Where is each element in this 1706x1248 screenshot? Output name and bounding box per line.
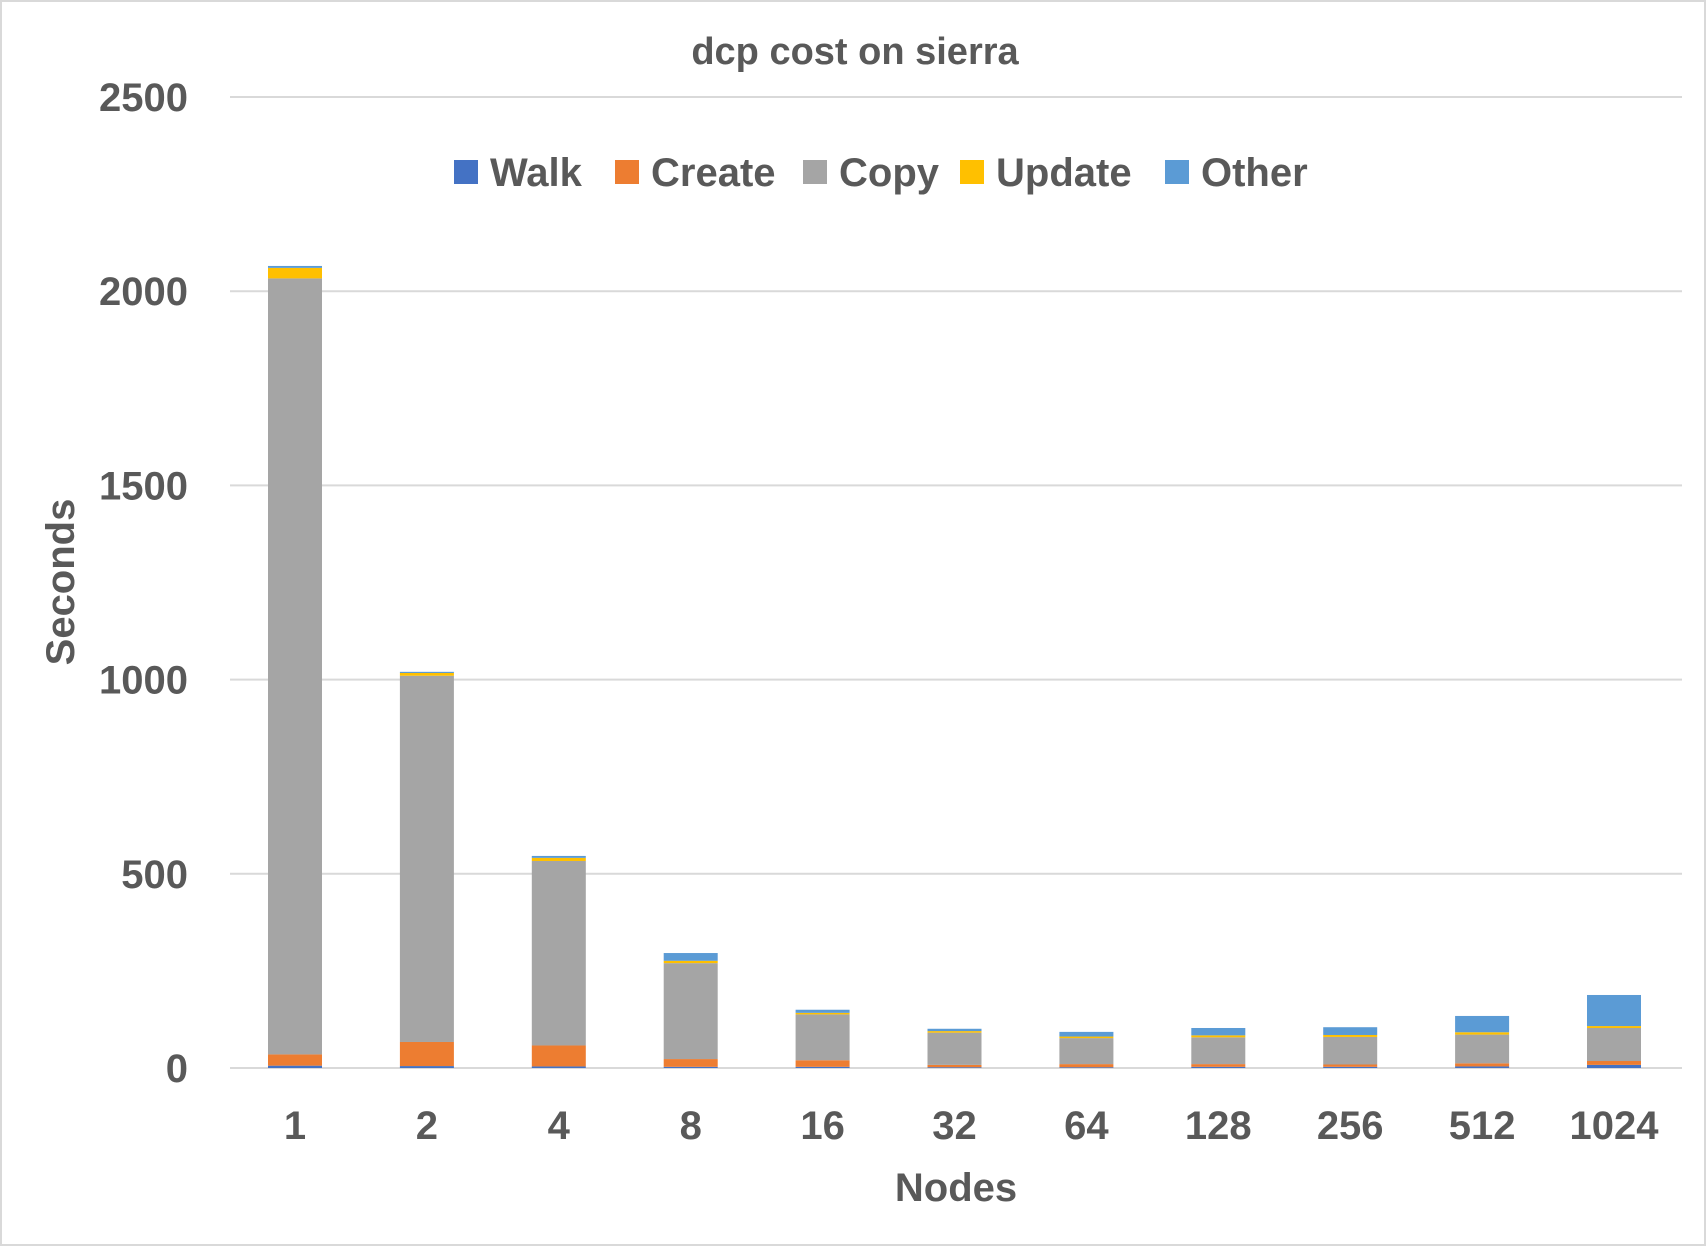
bar-walk-4 bbox=[531, 1066, 586, 1068]
bar-walk-128 bbox=[1191, 1066, 1246, 1068]
bar-update-32 bbox=[927, 1031, 982, 1033]
bar-other-2 bbox=[399, 671, 454, 673]
x-tick-label: 512 bbox=[1449, 1104, 1516, 1148]
bar-copy-128 bbox=[1191, 1037, 1246, 1065]
bar-update-4 bbox=[531, 857, 586, 861]
legend-label-walk: Walk bbox=[490, 151, 583, 195]
bar-other-64 bbox=[1059, 1031, 1114, 1037]
bar-copy-1024 bbox=[1587, 1027, 1641, 1062]
bar-walk-8 bbox=[663, 1066, 718, 1068]
bar-create-64 bbox=[1059, 1064, 1114, 1068]
bar-create-1024 bbox=[1587, 1061, 1641, 1065]
x-tick-label: 256 bbox=[1317, 1104, 1384, 1148]
x-tick-label: 32 bbox=[932, 1104, 977, 1148]
bar-other-32 bbox=[927, 1028, 982, 1032]
x-tick-label: 2 bbox=[416, 1104, 438, 1148]
legend-label-create: Create bbox=[651, 151, 776, 195]
bar-copy-512 bbox=[1455, 1034, 1510, 1064]
bar-copy-32 bbox=[927, 1032, 982, 1065]
bar-other-256 bbox=[1323, 1027, 1378, 1035]
y-tick-label: 0 bbox=[166, 1047, 188, 1091]
bar-update-256 bbox=[1323, 1034, 1378, 1037]
x-tick-label: 128 bbox=[1185, 1104, 1252, 1148]
bar-copy-64 bbox=[1059, 1038, 1114, 1065]
x-axis-ticks: 1 2 4 8 16 32 64 128 256 512 1024 bbox=[284, 1104, 1659, 1148]
y-tick-label: 1500 bbox=[99, 464, 188, 508]
bar-update-64 bbox=[1059, 1036, 1114, 1039]
bar-walk-256 bbox=[1323, 1066, 1378, 1068]
bar-other-16 bbox=[795, 1009, 850, 1013]
bar-create-32 bbox=[927, 1064, 982, 1068]
bar-copy-2 bbox=[399, 675, 454, 1042]
bar-update-16 bbox=[795, 1012, 850, 1015]
legend: Walk Create Copy Update Other bbox=[454, 151, 1308, 195]
legend-label-update: Update bbox=[996, 151, 1132, 195]
legend-swatch-other bbox=[1165, 160, 1189, 184]
bar-other-128 bbox=[1191, 1027, 1246, 1036]
bar-update-1024 bbox=[1587, 1026, 1641, 1028]
bar-copy-4 bbox=[531, 860, 586, 1046]
x-tick-label: 1 bbox=[284, 1104, 306, 1148]
x-tick-label: 8 bbox=[680, 1104, 702, 1148]
bar-update-128 bbox=[1191, 1035, 1246, 1038]
bar-copy-8 bbox=[663, 963, 718, 1060]
bar-update-2 bbox=[399, 672, 454, 676]
bar-create-4 bbox=[531, 1045, 586, 1067]
bar-other-1 bbox=[268, 265, 322, 268]
bar-copy-1 bbox=[268, 278, 322, 1055]
bar-create-256 bbox=[1323, 1064, 1378, 1067]
bar-walk-1024 bbox=[1587, 1064, 1641, 1068]
y-axis-label: Seconds bbox=[39, 499, 83, 666]
bar-other-4 bbox=[531, 855, 586, 858]
legend-swatch-walk bbox=[454, 160, 478, 184]
gridlines bbox=[230, 96, 1682, 1069]
bar-walk-2 bbox=[399, 1066, 454, 1068]
bars bbox=[268, 265, 1641, 1068]
bar-create-8 bbox=[663, 1059, 718, 1067]
bar-walk-1 bbox=[268, 1065, 322, 1068]
legend-label-copy: Copy bbox=[839, 151, 940, 195]
bar-walk-16 bbox=[795, 1066, 850, 1068]
bar-walk-32 bbox=[927, 1067, 982, 1068]
bar-create-2 bbox=[399, 1041, 454, 1067]
x-tick-label: 1024 bbox=[1570, 1104, 1660, 1148]
y-tick-label: 2000 bbox=[99, 270, 188, 314]
y-axis-ticks: 0 500 1000 1500 2000 2500 bbox=[99, 76, 188, 1091]
bar-walk-64 bbox=[1059, 1067, 1114, 1068]
bar-copy-16 bbox=[795, 1014, 850, 1061]
bar-update-1 bbox=[268, 267, 322, 279]
y-tick-label: 500 bbox=[121, 853, 188, 897]
bar-create-1 bbox=[268, 1054, 322, 1066]
bar-other-512 bbox=[1455, 1015, 1510, 1033]
x-axis-label: Nodes bbox=[895, 1166, 1017, 1210]
y-tick-label: 2500 bbox=[99, 76, 188, 120]
legend-label-other: Other bbox=[1201, 151, 1308, 195]
bar-update-512 bbox=[1455, 1032, 1510, 1035]
legend-swatch-copy bbox=[803, 160, 827, 184]
bar-other-8 bbox=[663, 953, 718, 961]
legend-swatch-update bbox=[960, 160, 984, 184]
bar-create-16 bbox=[795, 1060, 850, 1067]
bar-update-8 bbox=[663, 960, 718, 964]
chart-title: dcp cost on sierra bbox=[691, 31, 1019, 73]
bar-copy-256 bbox=[1323, 1036, 1378, 1065]
legend-swatch-create bbox=[615, 160, 639, 184]
y-tick-label: 1000 bbox=[99, 659, 188, 703]
bar-walk-512 bbox=[1455, 1066, 1510, 1068]
x-tick-label: 16 bbox=[800, 1104, 845, 1148]
x-tick-label: 4 bbox=[548, 1104, 571, 1148]
bar-create-128 bbox=[1191, 1064, 1246, 1067]
bar-create-512 bbox=[1455, 1063, 1510, 1067]
bar-other-1024 bbox=[1587, 994, 1641, 1027]
x-tick-label: 64 bbox=[1064, 1104, 1109, 1148]
